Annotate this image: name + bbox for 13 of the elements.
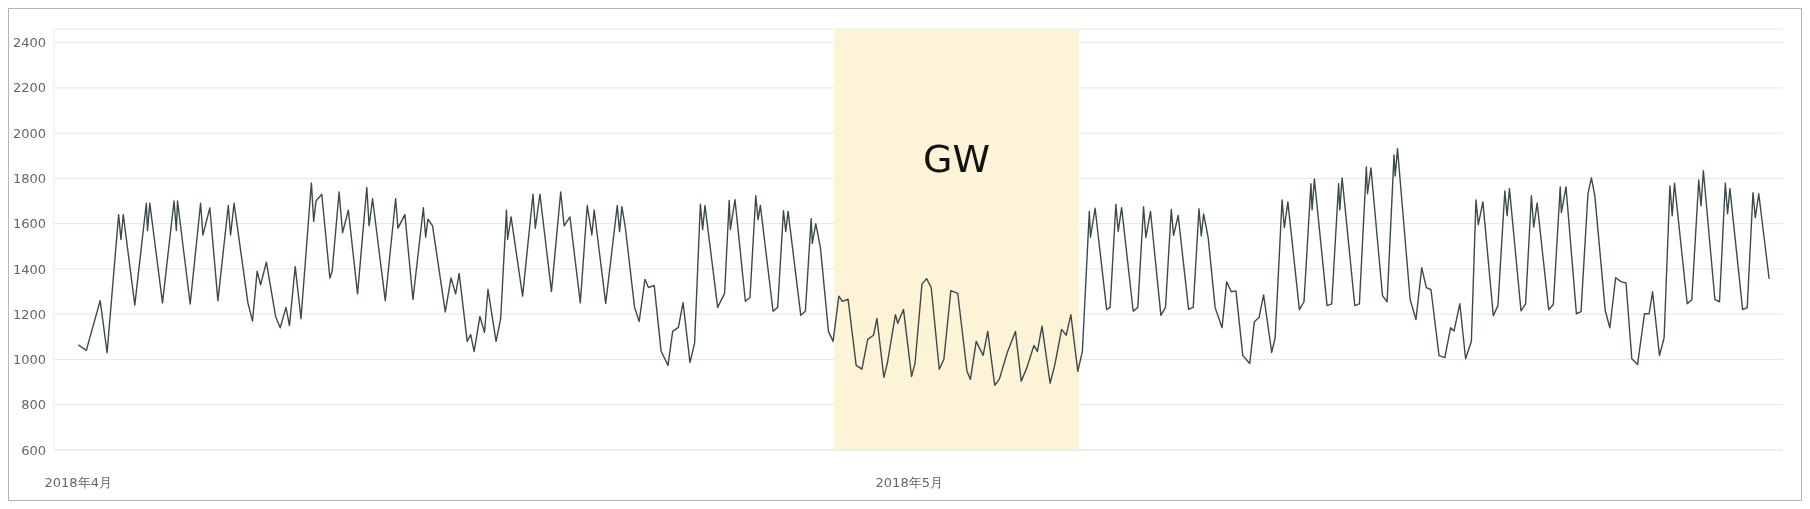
y-tick-label: 1000 [12,352,46,368]
band-label: GW [923,136,991,181]
y-tick-label: 600 [21,442,46,458]
y-tick-label: 2200 [12,80,46,96]
y-tick-label: 1800 [12,171,46,186]
x-tick-label: 2018年5月 [875,475,943,491]
y-tick-label: 2000 [12,125,46,141]
x-tick-label: 2018年4月 [44,475,112,491]
y-tick-label: 800 [21,397,46,413]
y-tick-label: 1600 [12,216,46,232]
y-tick-label: 1200 [12,306,46,322]
y-tick-label: 2400 [12,35,46,51]
y-tick-label: 1400 [12,261,46,277]
